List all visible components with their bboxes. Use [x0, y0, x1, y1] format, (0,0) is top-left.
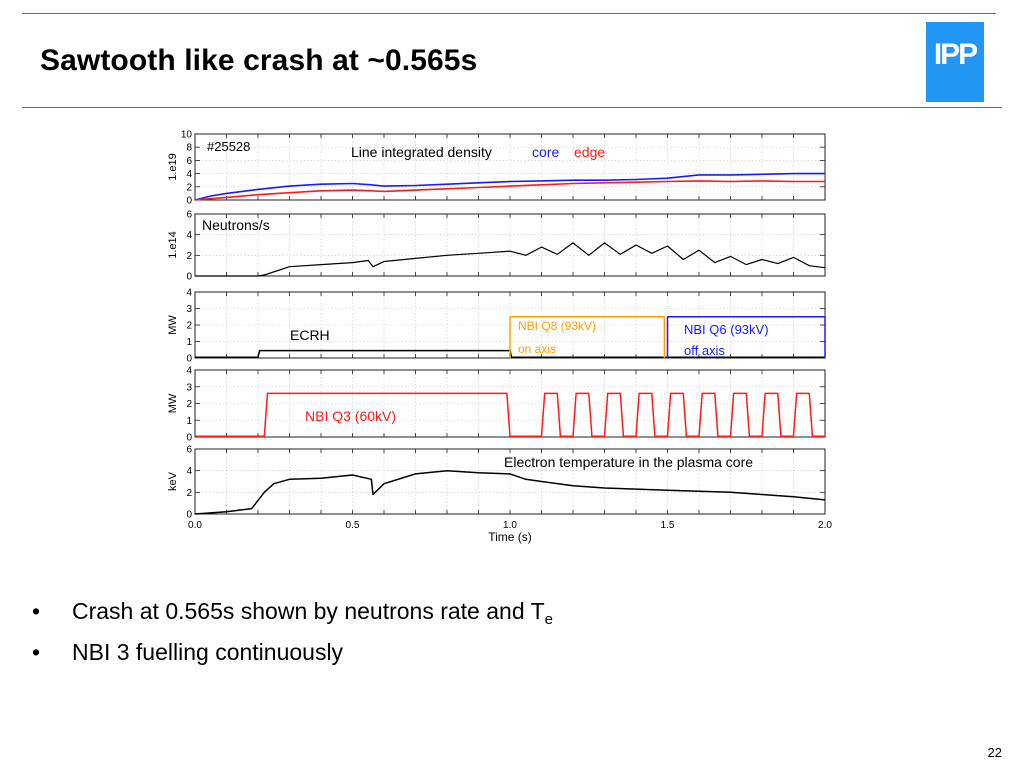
y-axis-label: 1.e14 — [167, 231, 179, 259]
series-line-edge — [194, 180, 825, 201]
y-tick-label: 2 — [186, 251, 192, 262]
y-tick-label: 2 — [186, 321, 192, 332]
y-tick-label: 4 — [186, 230, 192, 241]
panel-annotation: #25528 — [207, 139, 250, 154]
y-tick-label: 4 — [186, 169, 192, 180]
page-number: 22 — [987, 745, 1002, 760]
bullet-text-nbi3: NBI 3 fuelling continuously — [72, 639, 344, 665]
panel-annotation: Neutrons/s — [202, 217, 270, 233]
series-line-nbi-q6-93kv- — [666, 316, 826, 358]
y-tick-label: 4 — [186, 288, 192, 299]
y-axis-label: keV — [167, 471, 179, 491]
y-tick-label: 3 — [186, 382, 192, 393]
panel-annotation: on axis — [518, 342, 556, 356]
series-line-nbi-q8-93kv- — [509, 316, 666, 358]
y-tick-label: 6 — [186, 445, 192, 456]
panel-2: 0 1 2 3 4 MW ECRH NBI Q8 (93kV) on axis NBI Q6 (9… — [167, 288, 826, 365]
panel-3: 0 1 2 3 4 MW NBI Q3 (60kV) — [167, 366, 826, 444]
y-tick-label: 0 — [186, 196, 192, 207]
x-axis-label: Time (s) — [488, 530, 532, 544]
x-tick-label: 0.0 — [188, 520, 202, 531]
x-tick-label: 1.0 — [503, 520, 517, 531]
panel-annotation: NBI Q6 (93kV) — [684, 322, 769, 337]
y-tick-label: 2 — [186, 182, 192, 193]
x-tick-label: 0.5 — [346, 520, 360, 531]
x-tick-label: 1.5 — [661, 520, 675, 531]
panel-annotation: edge — [574, 144, 605, 160]
bullet-glyph: • — [32, 639, 41, 665]
plasma-figure: 0 2 4 6 8 10 1.e19 #25528 Line integrated densit… — [160, 125, 850, 555]
y-tick-label: 10 — [181, 130, 193, 141]
panel-annotation: core — [532, 144, 559, 160]
y-tick-label: 4 — [186, 366, 192, 377]
panel-annotation: Line integrated density — [351, 144, 492, 160]
series-line-nbi-q3-60kv- — [195, 392, 825, 437]
series-line-ecrh — [195, 349, 825, 358]
panel-4: 0 2 4 6 keV Electron temperature in the plasm… — [167, 445, 826, 521]
bullet-subscript-e: e — [544, 611, 553, 628]
bullet-text-crash: Crash at 0.565s shown by neutrons rate a… — [72, 598, 545, 624]
y-tick-label: 0 — [186, 510, 192, 521]
y-tick-label: 0 — [186, 433, 192, 444]
ipp-logo: IPP — [926, 22, 984, 102]
top-rule — [22, 13, 996, 14]
page-title: Sawtooth like crash at ~0.565s — [40, 44, 478, 77]
panel-annotation: NBI Q8 (93kV) — [518, 319, 596, 333]
ipp-logo-text: IPP — [933, 38, 978, 71]
y-tick-label: 4 — [186, 466, 192, 477]
bullet-item-crash: • Crash at 0.565s shown by neutrons rate… — [32, 598, 553, 639]
panel-1: 0 2 4 6 1.e14 Neutrons/s — [167, 210, 826, 283]
bullet-list: • Crash at 0.565s shown by neutrons rate… — [32, 598, 553, 680]
series-line-core — [194, 172, 825, 201]
panel-0: 0 2 4 6 8 10 1.e19 #25528 Line integrated densit… — [167, 130, 826, 207]
y-axis-label: MW — [167, 393, 179, 413]
panel-annotation: off axis — [684, 343, 725, 358]
panel-annotation: NBI Q3 (60kV) — [305, 408, 396, 424]
title-rule — [22, 107, 1002, 108]
series-line-neutrons — [195, 242, 826, 277]
bullet-glyph: • — [32, 598, 41, 624]
y-tick-label: 1 — [186, 337, 192, 348]
x-tick-label: 2.0 — [818, 520, 832, 531]
y-tick-label: 2 — [186, 399, 192, 410]
y-tick-label: 1 — [186, 416, 192, 427]
y-tick-label: 0 — [186, 272, 192, 283]
y-axis-label: MW — [167, 315, 179, 335]
y-axis-label: 1.e19 — [167, 153, 179, 181]
y-tick-label: 8 — [186, 143, 192, 154]
y-tick-label: 2 — [186, 488, 192, 499]
y-tick-label: 3 — [186, 304, 192, 315]
panel-annotation: Electron temperature in the plasma core — [504, 454, 753, 470]
y-tick-label: 0 — [186, 354, 192, 365]
series-line-te-core — [194, 469, 826, 515]
y-tick-label: 6 — [186, 210, 192, 221]
bullet-item-nbi3: • NBI 3 fuelling continuously — [32, 639, 553, 680]
y-tick-label: 6 — [186, 156, 192, 167]
panel-annotation: ECRH — [290, 327, 330, 343]
